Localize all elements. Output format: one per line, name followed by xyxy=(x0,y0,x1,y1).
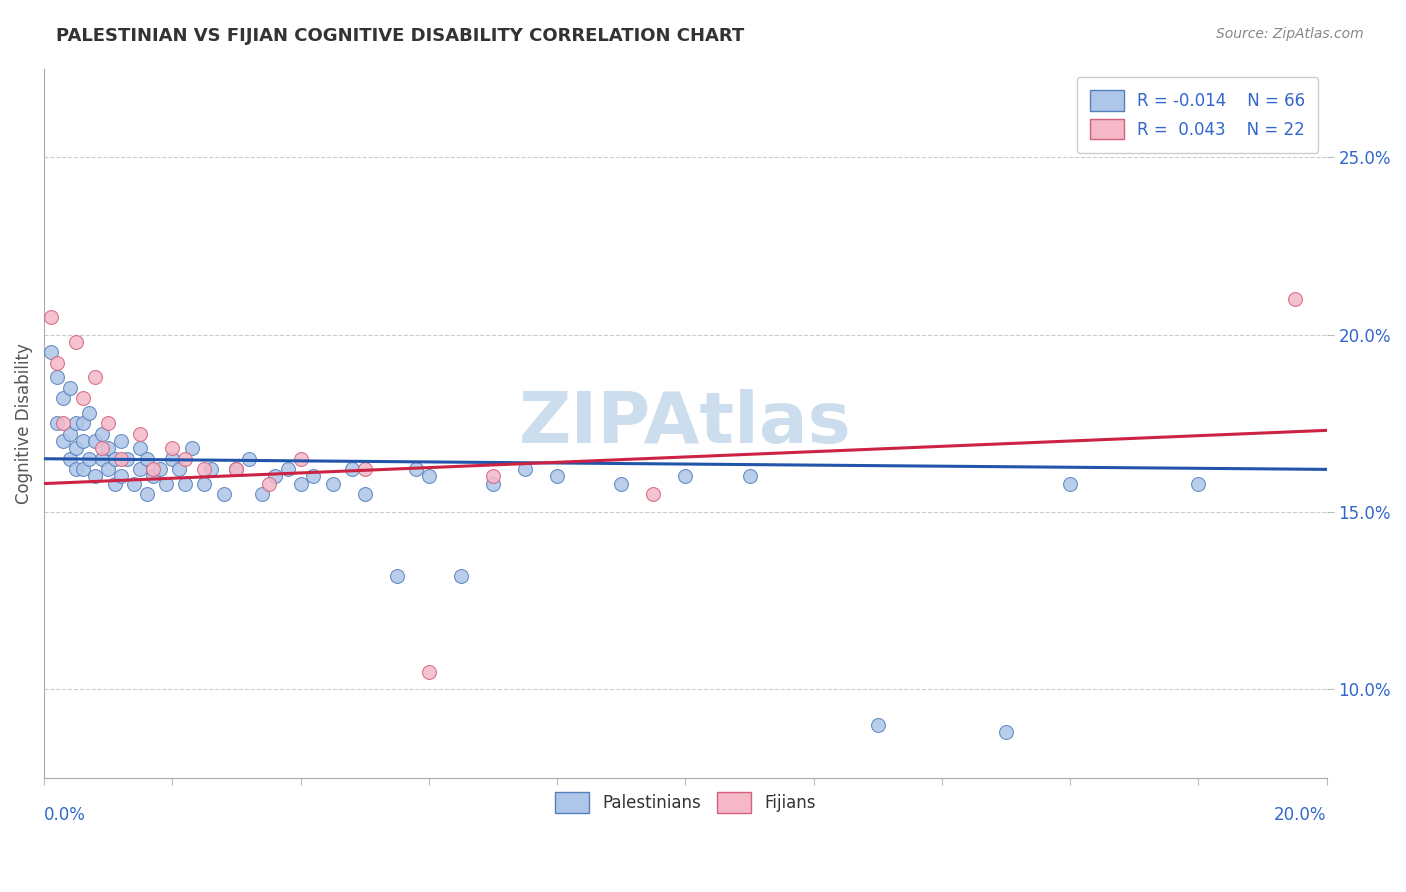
Point xyxy=(59,381,82,395)
Point xyxy=(84,469,107,483)
Point xyxy=(738,469,761,483)
Point xyxy=(1059,476,1081,491)
Point xyxy=(866,718,889,732)
Point xyxy=(110,451,132,466)
Point xyxy=(673,469,696,483)
Point xyxy=(59,426,82,441)
Point xyxy=(482,469,505,483)
Point xyxy=(45,370,67,384)
Point xyxy=(162,451,184,466)
Point xyxy=(353,462,375,476)
Point xyxy=(212,487,235,501)
Point xyxy=(167,462,190,476)
Point xyxy=(340,462,363,476)
Point xyxy=(174,476,197,491)
Point xyxy=(65,441,87,455)
Y-axis label: Cognitive Disability: Cognitive Disability xyxy=(15,343,32,504)
Legend: Palestinians, Fijians: Palestinians, Fijians xyxy=(548,786,823,820)
Point xyxy=(129,462,152,476)
Point xyxy=(52,417,75,431)
Point xyxy=(450,569,472,583)
Point xyxy=(264,469,287,483)
Point xyxy=(104,476,127,491)
Point xyxy=(162,441,184,455)
Point xyxy=(129,441,152,455)
Point xyxy=(225,462,247,476)
Point xyxy=(142,462,165,476)
Point xyxy=(97,417,120,431)
Point xyxy=(174,451,197,466)
Point xyxy=(122,476,145,491)
Text: 20.0%: 20.0% xyxy=(1274,806,1327,824)
Point xyxy=(238,451,260,466)
Point xyxy=(322,476,344,491)
Point xyxy=(225,462,247,476)
Point xyxy=(84,434,107,448)
Point xyxy=(129,426,152,441)
Point xyxy=(110,434,132,448)
Point xyxy=(155,476,177,491)
Point xyxy=(405,462,427,476)
Point xyxy=(90,441,112,455)
Point xyxy=(52,392,75,406)
Point xyxy=(257,476,280,491)
Point xyxy=(353,487,375,501)
Point xyxy=(65,334,87,349)
Point xyxy=(418,469,440,483)
Point xyxy=(72,434,94,448)
Point xyxy=(148,462,170,476)
Point xyxy=(610,476,633,491)
Point xyxy=(193,476,215,491)
Point xyxy=(104,451,127,466)
Point xyxy=(97,441,120,455)
Point xyxy=(302,469,325,483)
Point xyxy=(72,392,94,406)
Point xyxy=(995,725,1018,739)
Point xyxy=(65,417,87,431)
Point xyxy=(45,417,67,431)
Point xyxy=(482,476,505,491)
Point xyxy=(59,451,82,466)
Point xyxy=(90,451,112,466)
Point xyxy=(250,487,273,501)
Point xyxy=(77,406,100,420)
Point xyxy=(52,434,75,448)
Point xyxy=(72,462,94,476)
Point xyxy=(45,356,67,370)
Text: PALESTINIAN VS FIJIAN COGNITIVE DISABILITY CORRELATION CHART: PALESTINIAN VS FIJIAN COGNITIVE DISABILI… xyxy=(56,27,745,45)
Point xyxy=(385,569,408,583)
Point xyxy=(193,462,215,476)
Point xyxy=(1284,292,1306,306)
Point xyxy=(84,370,107,384)
Point xyxy=(110,469,132,483)
Point xyxy=(135,487,157,501)
Text: Source: ZipAtlas.com: Source: ZipAtlas.com xyxy=(1216,27,1364,41)
Point xyxy=(277,462,299,476)
Text: ZIPAtlas: ZIPAtlas xyxy=(519,389,852,458)
Point xyxy=(200,462,222,476)
Point xyxy=(142,469,165,483)
Point xyxy=(97,462,120,476)
Point xyxy=(72,417,94,431)
Point xyxy=(135,451,157,466)
Point xyxy=(117,451,139,466)
Point xyxy=(180,441,202,455)
Point xyxy=(39,345,62,359)
Point xyxy=(290,451,312,466)
Point xyxy=(290,476,312,491)
Point xyxy=(77,451,100,466)
Point xyxy=(39,310,62,324)
Point xyxy=(1187,476,1209,491)
Point xyxy=(643,487,665,501)
Point xyxy=(418,665,440,679)
Point xyxy=(90,426,112,441)
Point xyxy=(546,469,568,483)
Text: 0.0%: 0.0% xyxy=(44,806,86,824)
Point xyxy=(513,462,536,476)
Point xyxy=(65,462,87,476)
